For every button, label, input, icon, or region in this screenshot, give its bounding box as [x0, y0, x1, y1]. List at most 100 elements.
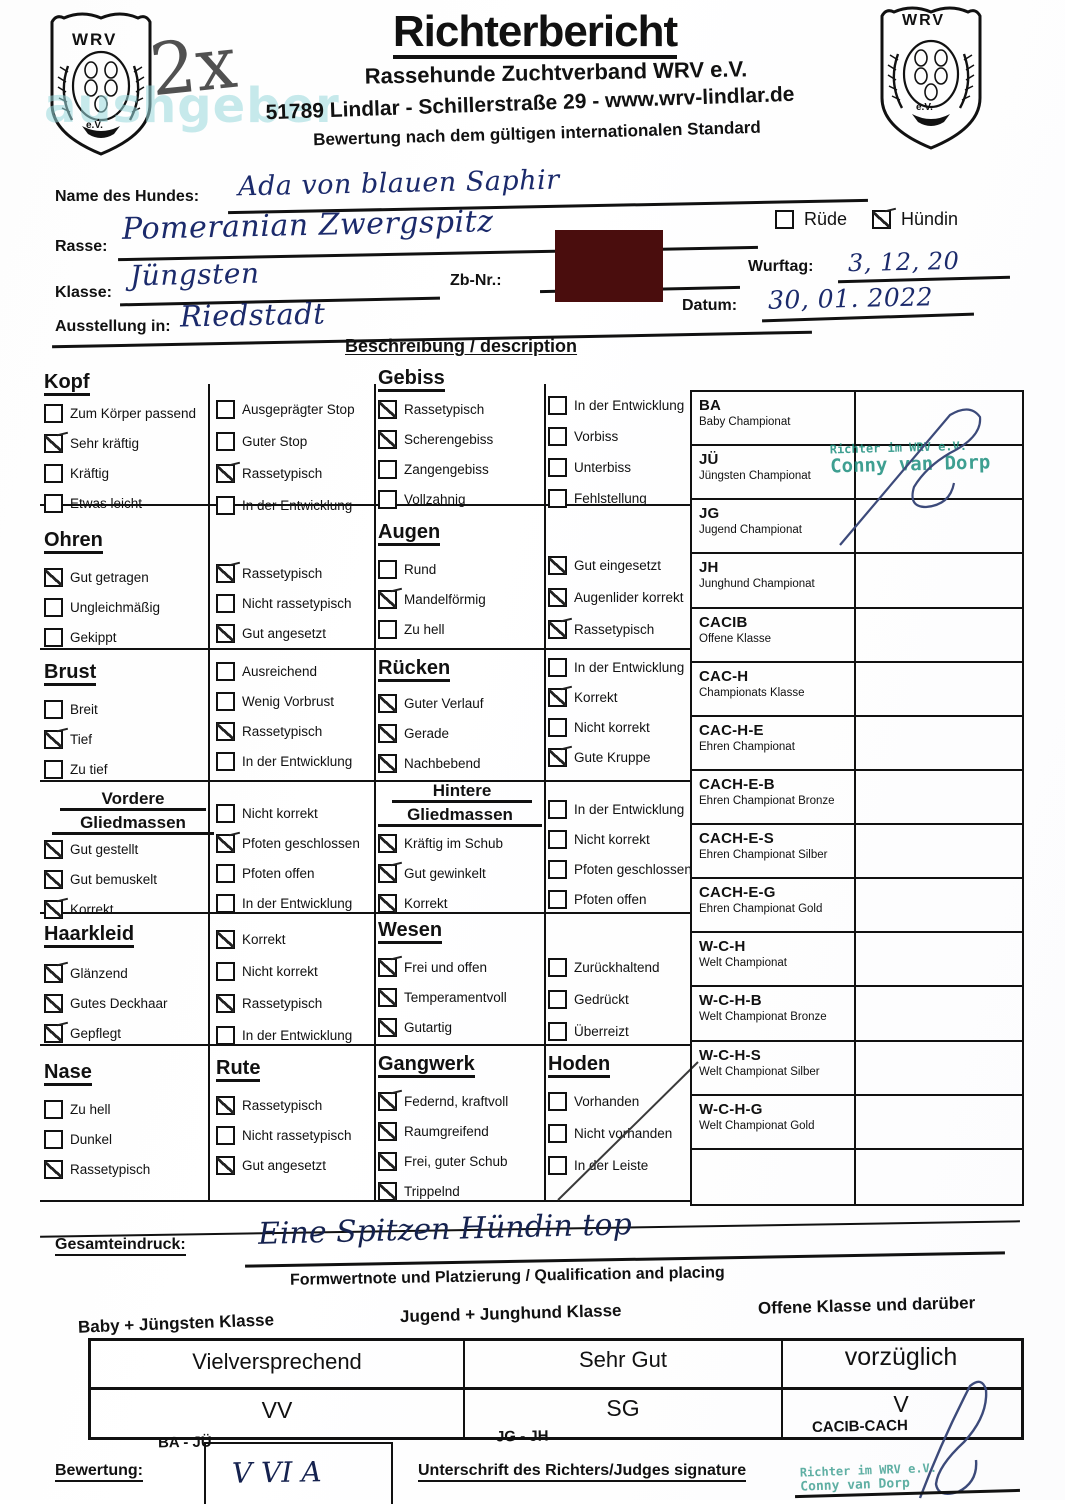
checkbox-row-nase-1[interactable]: Zu hell — [44, 1100, 111, 1119]
checkbox-row-stop-4[interactable]: In der Entwicklung — [216, 496, 352, 515]
checkbox-unterbiss[interactable] — [548, 458, 567, 477]
checkbox-vordere-nicht-korrekt[interactable] — [216, 804, 235, 823]
checkbox-nase-rassetypisch[interactable] — [44, 1160, 63, 1179]
checkbox-row-kopf-1[interactable]: Zum Körper passend — [44, 404, 196, 423]
checkbox-gutartig[interactable] — [378, 1018, 397, 1037]
checkbox-tief[interactable] — [44, 730, 63, 749]
checkbox-sehr-kraeftig[interactable] — [44, 434, 63, 453]
checkbox-row-wesen-3[interactable]: Gutartig — [378, 1018, 452, 1037]
checkbox-kraeftig-im-schub[interactable] — [378, 834, 397, 853]
checkbox-guter-stop[interactable] — [216, 432, 235, 451]
checkbox-in-der-leiste[interactable] — [548, 1156, 567, 1175]
checkbox-row-wesen-r2[interactable]: Gedrückt — [548, 990, 629, 1009]
checkbox-row-hoden-3[interactable]: In der Leiste — [548, 1156, 648, 1175]
checkbox-haar-rassetypisch[interactable] — [216, 994, 235, 1013]
checkbox-brust-entwicklung[interactable] — [216, 752, 235, 771]
checkbox-zurueckhaltend[interactable] — [548, 958, 567, 977]
checkbox-row-biss-2[interactable]: Vorbiss — [548, 427, 618, 446]
championship-row[interactable]: W-C-H-S Welt Championat Silber — [692, 1042, 1022, 1096]
bewertung-box[interactable] — [204, 1442, 393, 1504]
checkbox-frei-und-offen[interactable] — [378, 958, 397, 977]
checkbox-row-biss-4[interactable]: Fehlstellung — [548, 489, 647, 508]
checkbox-row-rute-3[interactable]: Gut angesetzt — [216, 1156, 326, 1175]
championship-row[interactable]: W-C-H-G Welt Championat Gold — [692, 1096, 1022, 1150]
checkbox-nicht-vorhanden[interactable] — [548, 1124, 567, 1143]
checkbox-row-brust-r3[interactable]: Rassetypisch — [216, 722, 322, 741]
checkbox-row-nase-2[interactable]: Dunkel — [44, 1130, 112, 1149]
checkbox-row-wesen-1[interactable]: Frei und offen — [378, 958, 487, 977]
checkbox-row-vordere-r2[interactable]: Pfoten geschlossen — [216, 834, 360, 853]
checkbox-row-wesen-r3[interactable]: Überreizt — [548, 1022, 629, 1041]
checkbox-row-vordere-2[interactable]: Gut bemuskelt — [44, 870, 157, 889]
checkbox-row-stop-3[interactable]: Rassetypisch — [216, 464, 322, 483]
checkbox-row-brust-2[interactable]: Tief — [44, 730, 92, 749]
checkbox-row-stop-1[interactable]: Ausgeprägter Stop — [216, 400, 355, 419]
checkbox-vordere-pfoten-geschlossen[interactable] — [216, 834, 235, 853]
checkbox-row-brust-r1[interactable]: Ausreichend — [216, 662, 317, 681]
checkbox-row-gebiss-4[interactable]: Vollzahnig — [378, 490, 466, 509]
sex-female-checkbox[interactable] — [872, 209, 891, 229]
checkbox-hintere-korrekt[interactable] — [378, 894, 397, 913]
checkbox-row-gebiss-2[interactable]: Scherengebiss — [378, 430, 493, 449]
checkbox-row-stop-2[interactable]: Guter Stop — [216, 432, 307, 451]
checkbox-haar-nicht-korrekt[interactable] — [216, 962, 235, 981]
checkbox-mandelfoermig[interactable] — [378, 590, 397, 609]
checkbox-row-rute-2[interactable]: Nicht rassetypisch — [216, 1126, 352, 1145]
checkbox-augen-zu-hell[interactable] — [378, 620, 397, 639]
checkbox-gut-gestellt[interactable] — [44, 840, 63, 859]
checkbox-row-gang-1[interactable]: Federnd, kraftvoll — [378, 1092, 508, 1111]
checkbox-kopf-entwicklung[interactable] — [216, 496, 235, 515]
checkbox-vorbiss[interactable] — [548, 427, 567, 446]
checkbox-row-wesen-2[interactable]: Temperamentvoll — [378, 988, 507, 1007]
checkbox-vordere-pfoten-offen[interactable] — [216, 864, 235, 883]
checkbox-row-biss-3[interactable]: Unterbiss — [548, 458, 631, 477]
checkbox-haar-entwicklung[interactable] — [216, 1026, 235, 1045]
checkbox-row-hintere-r4[interactable]: Pfoten offen — [548, 890, 647, 909]
checkbox-kraeftig[interactable] — [44, 464, 63, 483]
checkbox-wenig-vorbrust[interactable] — [216, 692, 235, 711]
checkbox-kopf-rassetypisch[interactable] — [216, 464, 235, 483]
sex-male-option[interactable]: Rüde — [775, 208, 847, 230]
checkbox-raumgreifend[interactable] — [378, 1122, 397, 1141]
checkbox-etwas-leicht[interactable] — [44, 494, 63, 513]
championship-row[interactable]: JH Junghund Championat — [692, 554, 1022, 609]
championship-row[interactable]: JG Jugend Championat — [692, 500, 1022, 555]
checkbox-gekippt[interactable] — [44, 628, 63, 647]
checkbox-gutes-deckhaar[interactable] — [44, 994, 63, 1013]
checkbox-hintere-nicht-korrekt[interactable] — [548, 830, 567, 849]
checkbox-row-vordere-r1[interactable]: Nicht korrekt — [216, 804, 318, 823]
checkbox-row-haar-2[interactable]: Gutes Deckhaar — [44, 994, 168, 1013]
checkbox-row-ruecken-2[interactable]: Gerade — [378, 724, 449, 743]
checkbox-temperamentvoll[interactable] — [378, 988, 397, 1007]
checkbox-gepflegt[interactable] — [44, 1024, 63, 1043]
checkbox-row-augen-3[interactable]: Zu hell — [378, 620, 445, 639]
checkbox-row-augen-1[interactable]: Rund — [378, 560, 436, 579]
checkbox-row-haar-1[interactable]: Glänzend — [44, 964, 128, 983]
checkbox-row-haar-r1[interactable]: Korrekt — [216, 930, 286, 949]
checkbox-row-hintere-1[interactable]: Kräftig im Schub — [378, 834, 503, 853]
checkbox-row-ohren-3[interactable]: Gekippt — [44, 628, 117, 647]
checkbox-rute-rassetypisch[interactable] — [216, 1096, 235, 1115]
checkbox-row-hintere-r1[interactable]: In der Entwicklung — [548, 800, 684, 819]
checkbox-row-biss-1[interactable]: In der Entwicklung — [548, 396, 684, 415]
checkbox-haar-korrekt[interactable] — [216, 930, 235, 949]
checkbox-vollzahnig[interactable] — [378, 490, 397, 509]
checkbox-row-ohren-2[interactable]: Ungleichmäßig — [44, 598, 160, 617]
championship-row[interactable]: CAC-H-E Ehren Championat — [692, 717, 1022, 771]
checkbox-brust-rassetypisch[interactable] — [216, 722, 235, 741]
checkbox-ruecken-nicht-korrekt[interactable] — [548, 718, 567, 737]
checkbox-row-wesen-r1[interactable]: Zurückhaltend — [548, 958, 660, 977]
checkbox-zum-koerper-passend[interactable] — [44, 404, 63, 423]
checkbox-row-hintere-2[interactable]: Gut gewinkelt — [378, 864, 486, 883]
checkbox-row-augen-2[interactable]: Mandelförmig — [378, 590, 486, 609]
checkbox-row-augen-r3[interactable]: Rassetypisch — [548, 620, 654, 639]
checkbox-scherengebiss[interactable] — [378, 430, 397, 449]
checkbox-row-gebiss-1[interactable]: Rassetypisch — [378, 400, 484, 419]
checkbox-fehlstellung[interactable] — [548, 489, 567, 508]
championship-row[interactable]: W-C-H Welt Championat — [692, 933, 1022, 988]
checkbox-rute-gut-angesetzt[interactable] — [216, 1156, 235, 1175]
checkbox-ohren-nicht-rassetypisch[interactable] — [216, 594, 235, 613]
checkbox-row-augen-r2[interactable]: Augenlider korrekt — [548, 588, 684, 607]
checkbox-gedrueckt[interactable] — [548, 990, 567, 1009]
championship-row[interactable]: CACH-E-B Ehren Championat Bronze — [692, 771, 1022, 826]
